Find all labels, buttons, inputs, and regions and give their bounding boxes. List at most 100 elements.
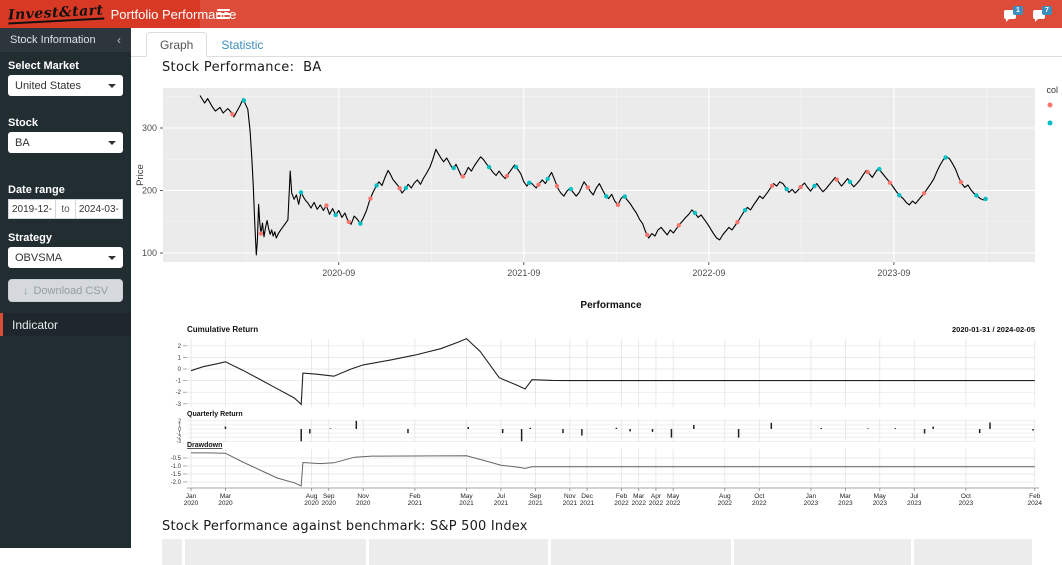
table-header-cell bbox=[369, 539, 548, 565]
svg-text:2021: 2021 bbox=[494, 500, 509, 507]
svg-text:Sep: Sep bbox=[323, 493, 335, 500]
svg-text:May: May bbox=[874, 493, 887, 500]
svg-text:300: 300 bbox=[142, 123, 157, 133]
messages-icon[interactable]: 1 bbox=[1004, 6, 1023, 22]
tab-graph[interactable]: Graph bbox=[146, 32, 208, 57]
svg-text:2021-09: 2021-09 bbox=[507, 268, 540, 278]
sidebar-section-stock-information[interactable]: Stock Information ‹ bbox=[0, 28, 131, 52]
logo-text: Invest&tart bbox=[7, 2, 104, 24]
strategy-select-value: OBVSMA bbox=[15, 251, 63, 264]
date-to-input[interactable] bbox=[74, 199, 123, 219]
svg-text:2024: 2024 bbox=[1028, 500, 1043, 507]
svg-text:Mar: Mar bbox=[633, 493, 645, 500]
svg-text:1: 1 bbox=[178, 423, 181, 429]
svg-text:2021: 2021 bbox=[580, 500, 595, 507]
svg-text:2023: 2023 bbox=[838, 500, 853, 507]
svg-text:Jan: Jan bbox=[186, 493, 197, 500]
benchmark-table-header bbox=[162, 539, 1032, 565]
svg-text:Oct: Oct bbox=[754, 493, 764, 500]
svg-text:Feb: Feb bbox=[409, 493, 421, 500]
table-header-cell bbox=[914, 539, 1032, 565]
svg-text:-3: -3 bbox=[177, 439, 182, 445]
svg-text:2023: 2023 bbox=[907, 500, 922, 507]
svg-text:1: 1 bbox=[178, 355, 182, 361]
svg-text:2022: 2022 bbox=[718, 500, 733, 507]
app-logo[interactable]: Invest&tart Portfolio Performance bbox=[0, 0, 236, 28]
strategy-label: Strategy bbox=[8, 232, 53, 244]
svg-text:Nov: Nov bbox=[357, 493, 369, 500]
svg-text:Mar: Mar bbox=[840, 493, 852, 500]
stock-label: Stock bbox=[8, 117, 38, 129]
svg-text:2020: 2020 bbox=[356, 500, 371, 507]
tab-bar: Graph Statistic bbox=[131, 32, 1062, 57]
date-separator: to bbox=[56, 199, 75, 219]
svg-text:Mar: Mar bbox=[220, 493, 232, 500]
svg-text:2020: 2020 bbox=[322, 500, 337, 507]
svg-text:2: 2 bbox=[178, 344, 182, 350]
svg-text:May: May bbox=[667, 493, 680, 500]
date-range-group: to bbox=[8, 199, 123, 219]
svg-text:2021: 2021 bbox=[528, 500, 543, 507]
svg-text:2020: 2020 bbox=[218, 500, 233, 507]
svg-text:Drawdown: Drawdown bbox=[187, 442, 222, 449]
sidebar-toggle-button[interactable] bbox=[206, 0, 240, 28]
download-csv-label: Download CSV bbox=[33, 284, 109, 297]
notifications-icon[interactable]: 7 bbox=[1033, 6, 1052, 22]
main-content: Graph Statistic Stock Performance: BA 10… bbox=[131, 28, 1062, 565]
strategy-select[interactable]: OBVSMA bbox=[8, 247, 123, 268]
table-header-cell bbox=[162, 539, 182, 565]
collapse-chevron-icon: ‹ bbox=[117, 33, 121, 47]
select-market-label: Select Market bbox=[8, 60, 79, 72]
svg-text:Aug: Aug bbox=[306, 493, 318, 500]
svg-text:May: May bbox=[460, 493, 473, 500]
svg-text:100: 100 bbox=[142, 248, 157, 258]
svg-text:-2: -2 bbox=[176, 390, 182, 396]
svg-text:2022: 2022 bbox=[666, 500, 681, 507]
hamburger-icon bbox=[216, 9, 230, 11]
chat-bubble-icon bbox=[1033, 10, 1045, 22]
svg-text:0: 0 bbox=[178, 427, 181, 433]
svg-text:2020-01-31 / 2024-02-05: 2020-01-31 / 2024-02-05 bbox=[952, 325, 1035, 334]
stock-select[interactable]: BA bbox=[8, 132, 123, 153]
sidebar-form: Select Market United States Stock BA Dat… bbox=[0, 52, 131, 302]
svg-text:-1.5: -1.5 bbox=[171, 472, 182, 478]
svg-text:Jul: Jul bbox=[497, 493, 506, 500]
svg-text:Performance: Performance bbox=[580, 300, 642, 311]
svg-text:2020: 2020 bbox=[184, 500, 199, 507]
svg-text:-1.0: -1.0 bbox=[171, 464, 182, 470]
navbar-right: 1 7 bbox=[1004, 6, 1062, 22]
notifications-badge: 7 bbox=[1042, 6, 1052, 15]
chat-bubble-icon bbox=[1004, 10, 1016, 22]
svg-text:Nov: Nov bbox=[564, 493, 576, 500]
svg-text:0: 0 bbox=[178, 367, 182, 373]
download-csv-button[interactable]: ↓ Download CSV bbox=[8, 279, 123, 302]
sidebar-item-indicator[interactable]: Indicator bbox=[0, 313, 131, 336]
svg-text:-1: -1 bbox=[177, 431, 182, 437]
svg-text:2023: 2023 bbox=[804, 500, 819, 507]
svg-text:Price: Price bbox=[135, 164, 146, 186]
svg-text:2022: 2022 bbox=[631, 500, 646, 507]
caret-down-icon bbox=[108, 140, 116, 145]
svg-text:2020-09: 2020-09 bbox=[322, 268, 355, 278]
svg-text:2022-09: 2022-09 bbox=[692, 268, 725, 278]
svg-text:Oct: Oct bbox=[961, 493, 971, 500]
caret-down-icon bbox=[108, 83, 116, 88]
date-range-label: Date range bbox=[8, 184, 65, 196]
download-icon: ↓ bbox=[22, 284, 29, 297]
date-from-input[interactable] bbox=[8, 199, 57, 219]
svg-text:Cumulative Return: Cumulative Return bbox=[187, 325, 258, 334]
svg-text:Sep: Sep bbox=[530, 493, 542, 500]
price-chart: 100 200 300 2020-09 2021-09 2022-09 2023-09 Pri… bbox=[135, 85, 1058, 278]
svg-text:2020: 2020 bbox=[304, 500, 319, 507]
table-header-cell bbox=[551, 539, 731, 565]
svg-text:2021: 2021 bbox=[408, 500, 423, 507]
market-select[interactable]: United States bbox=[8, 75, 123, 96]
svg-text:-0.5: -0.5 bbox=[171, 456, 182, 462]
svg-text:-1: -1 bbox=[176, 379, 182, 385]
performance-chart: Performance Cumulative Return 2020-01-31 /… bbox=[171, 300, 1043, 507]
tab-statistic[interactable]: Statistic bbox=[221, 38, 264, 52]
caret-down-icon bbox=[108, 255, 116, 260]
stock-select-value: BA bbox=[15, 136, 30, 149]
svg-text:Jan: Jan bbox=[806, 493, 817, 500]
svg-text:col: col bbox=[1046, 85, 1058, 95]
